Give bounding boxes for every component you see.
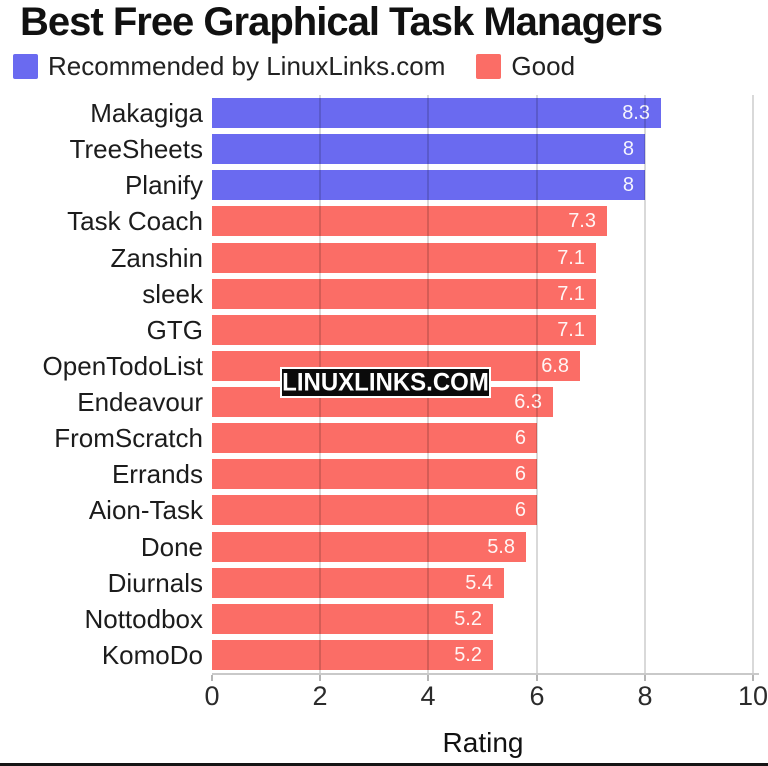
category-label: Errands: [111, 459, 203, 489]
bar-value-label: 5.2: [454, 644, 482, 666]
bar-good: 6: [212, 495, 537, 525]
bar-good: 6: [212, 459, 537, 489]
x-tick-label-0: 0: [204, 681, 220, 711]
bar-value-label: 8: [622, 174, 634, 196]
x-tick-label-10: 10: [737, 681, 768, 711]
x-axis-line: [212, 673, 759, 675]
bar-value-label: 6: [514, 499, 526, 521]
chart-title: Best Free Graphical Task Managers: [20, 0, 663, 44]
category-label: Makagiga: [90, 98, 203, 128]
bar-good: 5.2: [212, 640, 493, 670]
x-tick-mark-0: [211, 675, 213, 681]
x-tick-label-6: 6: [529, 681, 545, 711]
bar-good: 5.4: [212, 568, 504, 598]
x-tick-mark-8: [644, 675, 646, 681]
bar-value-label: 5.4: [465, 572, 493, 594]
watermark-text: LINUXLINKS.COM: [282, 367, 489, 397]
bar-value-label: 6.3: [514, 391, 542, 413]
bar-value-label: 8.3: [622, 102, 650, 124]
category-label: sleek: [142, 279, 203, 309]
gridline-x6: [536, 95, 538, 673]
bar-value-label: 7.1: [557, 319, 585, 341]
category-label: TreeSheets: [69, 134, 203, 164]
category-label: Done: [140, 532, 203, 562]
x-tick-label-8: 8: [637, 681, 653, 711]
bar-good: 7.3: [212, 206, 607, 236]
bar-recommended: 8: [212, 170, 645, 200]
bar-value-label: 8: [622, 138, 634, 160]
bar-good: 7.1: [212, 315, 596, 345]
watermark-box: LINUXLINKS.COM: [280, 367, 491, 398]
legend-entry-recommended: Recommended by LinuxLinks.com: [13, 51, 445, 82]
category-label: Zanshin: [110, 243, 204, 273]
category-label: Planify: [124, 170, 203, 200]
bar-recommended: 8: [212, 134, 645, 164]
bar-value-label: 6.8: [541, 355, 569, 377]
category-label: FromScratch: [54, 423, 203, 453]
bar-good: 7.1: [212, 279, 596, 309]
gridline-x8: [644, 95, 646, 673]
legend-swatch-good: [476, 54, 502, 79]
x-tick-label-4: 4: [420, 681, 436, 711]
bar-recommended: 8.3: [212, 98, 661, 128]
legend-swatch-recommended: [13, 54, 38, 79]
bar-value-label: 5.2: [454, 608, 482, 630]
category-label: Nottodbox: [84, 604, 203, 634]
category-label: Endeavour: [77, 387, 203, 417]
bottom-edge-line: [0, 763, 768, 766]
x-tick-mark-4: [427, 675, 429, 681]
bar-value-label: 6: [514, 427, 526, 449]
legend-label-good: Good: [511, 51, 576, 81]
x-tick-mark-6: [536, 675, 538, 681]
gridline-x10: [752, 95, 754, 673]
bar-value-label: 6: [514, 463, 526, 485]
bar-good: 5.2: [212, 604, 493, 634]
bar-good: 5.8: [212, 532, 526, 562]
x-tick-label-2: 2: [312, 681, 328, 711]
bar-value-label: 5.8: [487, 536, 515, 558]
category-label: Diurnals: [107, 568, 203, 598]
category-label: Task Coach: [67, 206, 203, 236]
category-label: Aion-Task: [88, 495, 203, 525]
x-tick-mark-2: [319, 675, 321, 681]
category-label: KomoDo: [101, 640, 203, 670]
x-tick-mark-10: [752, 675, 754, 681]
category-label: OpenTodoList: [42, 351, 203, 381]
bar-value-label: 7.1: [557, 247, 585, 269]
bar-value-label: 7.3: [568, 210, 596, 232]
legend-label-recommended: Recommended by LinuxLinks.com: [48, 51, 446, 81]
category-label: GTG: [146, 315, 203, 345]
x-axis-title: Rating: [442, 727, 524, 758]
bar-value-label: 7.1: [557, 283, 585, 305]
bar-good: 6: [212, 423, 537, 453]
legend-entry-good: Good: [476, 51, 575, 82]
chart-legend: Recommended by LinuxLinks.com Good: [13, 51, 575, 82]
bar-good: 7.1: [212, 243, 596, 273]
